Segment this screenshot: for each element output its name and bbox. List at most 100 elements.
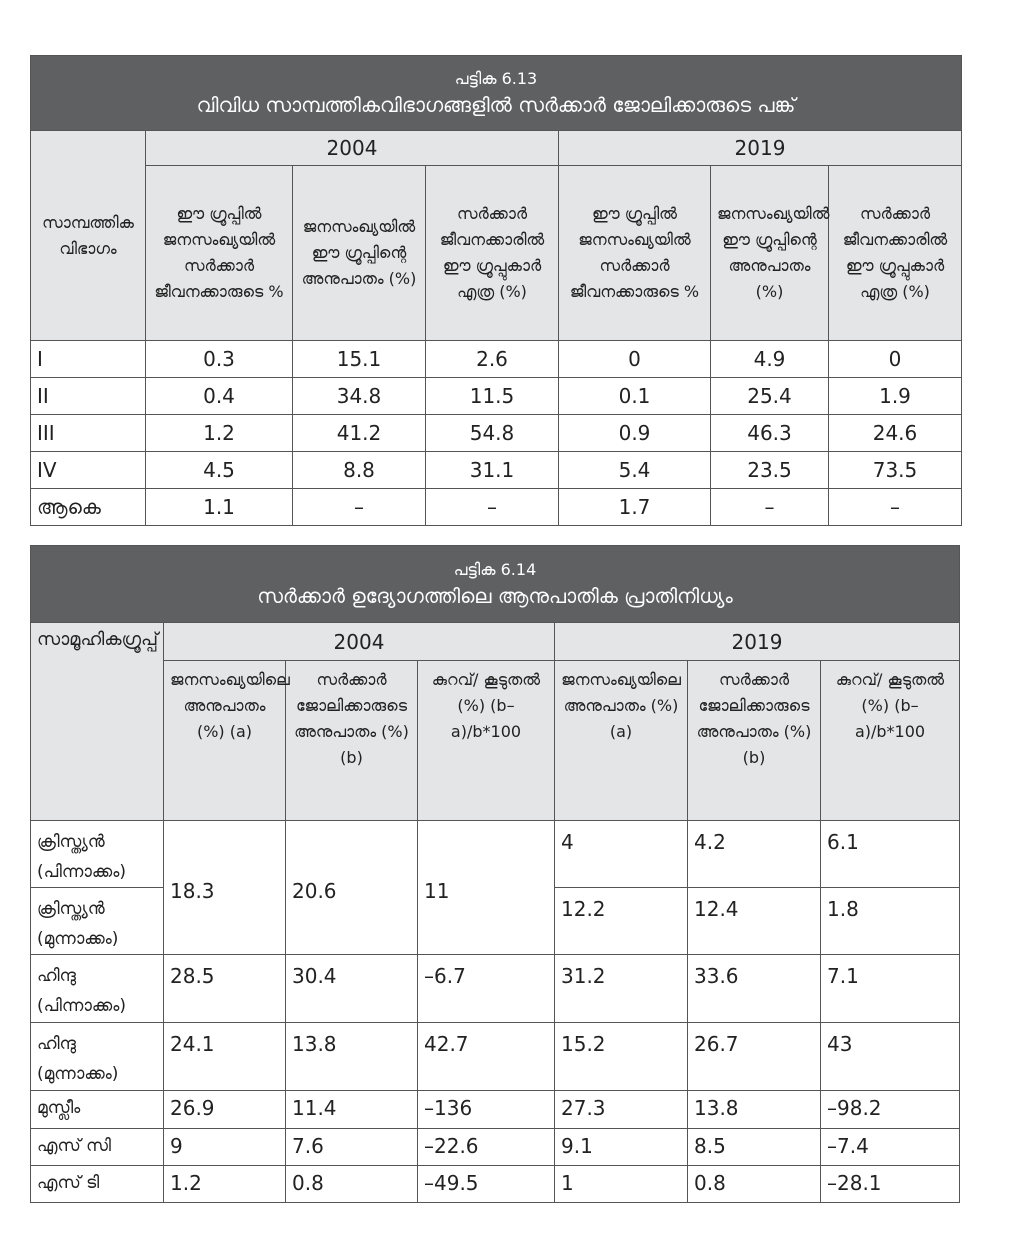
cell: 31.2 <box>554 954 688 1023</box>
cell: 46.3 <box>710 414 829 452</box>
cell: 1.7 <box>558 488 711 526</box>
cell: 8.8 <box>292 451 426 489</box>
cell: 4.9 <box>710 340 829 378</box>
table-row: മുസ്ലീം 26.9 11.4 –136 27.3 13.8 –98.2 <box>30 1090 961 1129</box>
row-label: IV <box>30 451 146 489</box>
cell: –6.7 <box>417 954 555 1023</box>
cell: 23.5 <box>710 451 829 489</box>
cell: 1.2 <box>145 414 293 452</box>
cell: 43 <box>819 1022 961 1091</box>
table-number: പട്ടിക 6.14 <box>453 560 537 579</box>
cell: 4 <box>554 820 688 888</box>
table-6-14: പട്ടിക 6.14 സർക്കാർ ഉദ്യോഗത്തിലെ ആനുപാതി… <box>29 545 961 1203</box>
cell: – <box>425 488 559 526</box>
cell: 73.5 <box>828 451 962 489</box>
cell: 13.8 <box>285 1022 418 1091</box>
row-label: ഹിന്ദു (മുന്നാക്കം) <box>30 1022 164 1091</box>
year-header: 2019 <box>553 622 961 661</box>
cell: –28.1 <box>819 1165 961 1203</box>
table-row: ഹിന്ദു (മുന്നാക്കം) 24.1 13.8 42.7 15.2 26.7 4… <box>30 1022 961 1091</box>
cell: –136 <box>417 1090 555 1129</box>
cell: 0.8 <box>285 1165 418 1203</box>
year-header: 2004 <box>145 130 559 166</box>
row-label: എസ് സി <box>30 1128 164 1166</box>
cell: –22.6 <box>417 1128 555 1166</box>
row-label: ക്രിസ്ത്യൻ (പിന്നാക്കം) <box>30 820 164 888</box>
cell: 0.3 <box>145 340 293 378</box>
column-header: ഈ ഗ്രൂപ്പിൽ ജനസംഖ്യയിൽ സർക്കാർ ജീവനക്കാര… <box>145 165 293 341</box>
cell: 1 <box>554 1165 688 1203</box>
table-row: II 0.4 34.8 11.5 0.1 25.4 1.9 <box>30 377 962 415</box>
cell: –7.4 <box>819 1128 961 1166</box>
cell: 11 <box>417 820 555 955</box>
cell: 34.8 <box>292 377 426 415</box>
cell: 27.3 <box>554 1090 688 1129</box>
cell: 28.5 <box>163 954 286 1023</box>
column-header: ജനസംഖ്യയിലെ അനുപാതം (%) (a) <box>163 660 290 821</box>
cell: 9 <box>163 1128 286 1166</box>
cell: 11.5 <box>425 377 559 415</box>
row-label: III <box>30 414 146 452</box>
cell: 0.1 <box>558 377 711 415</box>
table-title: പട്ടിക 6.14 സർക്കാർ ഉദ്യോഗത്തിലെ ആനുപാതി… <box>29 545 961 623</box>
cell: 54.8 <box>425 414 559 452</box>
cell: 0.9 <box>558 414 711 452</box>
cell: 24.1 <box>163 1022 286 1091</box>
row-label: എസ് ടി <box>30 1165 164 1203</box>
column-header: ജനസംഖ്യയിലെ അനുപാതം (%) (a) <box>554 660 688 821</box>
cell: 18.3 <box>163 820 286 955</box>
table-number: പട്ടിക 6.13 <box>454 69 538 88</box>
cell: 4.2 <box>687 820 821 888</box>
cell: 33.6 <box>687 954 821 1023</box>
row-label: II <box>30 377 146 415</box>
column-header: സർക്കാർ ജോലിക്കാരുടെ അനുപാതം (%) (b) <box>687 660 821 821</box>
cell: 26.9 <box>163 1090 286 1129</box>
row-label: മുസ്ലീം <box>30 1090 164 1129</box>
table-row: ആകെ 1.1– –1.7– – <box>30 488 962 526</box>
table-6-13: പട്ടിക 6.13 വിവിധ സാമ്പത്തികവിഭാഗങ്ങളിൽ … <box>30 55 962 526</box>
cell: 1.9 <box>828 377 962 415</box>
row-label: I <box>30 340 146 378</box>
cell: 15.2 <box>554 1022 688 1091</box>
cell: 12.4 <box>687 887 821 955</box>
cell: 12.2 <box>554 887 688 955</box>
cell: 24.6 <box>828 414 962 452</box>
table-caption: വിവിധ സാമ്പത്തികവിഭാഗങ്ങളിൽ സർക്കാർ ജോലി… <box>196 93 796 117</box>
table-row: എസ് സി 9 7.6 –22.6 9.1 8.5 –7.4 <box>30 1128 961 1166</box>
year-header: 2004 <box>163 622 555 661</box>
cell: 0 <box>828 340 962 378</box>
column-header: കുറവ്/ കൂടുതൽ (%) (b–a)/b*100 <box>819 660 961 821</box>
cell: 7.1 <box>819 954 961 1023</box>
cell: 15.1 <box>292 340 426 378</box>
cell: 7.6 <box>285 1128 418 1166</box>
cell: 0 <box>558 340 711 378</box>
year-header: 2019 <box>558 130 962 166</box>
cell: 8.5 <box>687 1128 821 1166</box>
row-header: സാമ്പത്തിക വിഭാഗം <box>30 130 146 341</box>
cell: – <box>710 488 829 526</box>
cell: 0.8 <box>687 1165 821 1203</box>
table-row: എസ് ടി 1.2 0.8 –49.5 1 0.8 –28.1 <box>30 1165 961 1203</box>
cell: 0.4 <box>145 377 293 415</box>
cell: – <box>828 488 962 526</box>
cell: 4.5 <box>145 451 293 489</box>
row-label: ആകെ <box>30 488 146 526</box>
cell: 2.6 <box>425 340 559 378</box>
column-header: ഈ ഗ്രൂപ്പിൽ ജനസംഖ്യയിൽ സർക്കാർ ജീവനക്കാര… <box>558 165 711 341</box>
cell: 20.6 <box>285 820 418 955</box>
cell: 31.1 <box>425 451 559 489</box>
cell: 6.1 <box>819 820 961 888</box>
row-header: സാമൂഹികഗ്രൂപ്പ് <box>30 622 164 821</box>
cell: 41.2 <box>292 414 426 452</box>
table-title: പട്ടിക 6.13 വിവിധ സാമ്പത്തികവിഭാഗങ്ങളിൽ … <box>30 55 962 131</box>
row-label: ഹിന്ദു (പിന്നാക്കം) <box>30 954 164 1023</box>
column-header: ജനസംഖ്യയിൽ ഈ ഗ്രൂപ്പിന്റെ അനുപാതം (%) <box>292 165 426 341</box>
table-row: ഹിന്ദു (പിന്നാക്കം) 28.5 30.4 –6.7 31.2 33.6 7… <box>30 954 961 1023</box>
table-caption: സർക്കാർ ഉദ്യോഗത്തിലെ ആനുപാതിക പ്രാതിനിധ്… <box>257 584 733 608</box>
cell: 11.4 <box>285 1090 418 1129</box>
cell: 9.1 <box>554 1128 688 1166</box>
column-header: സർക്കാർ ജോലിക്കാരുടെ അനുപാതം (%) (b) <box>285 660 418 821</box>
column-header: സർക്കാർ ജീവനക്കാരിൽ ഈ ഗ്രൂപ്പുകാർ എത്ര (… <box>425 165 559 341</box>
cell: –49.5 <box>417 1165 555 1203</box>
cell: 1.2 <box>163 1165 286 1203</box>
